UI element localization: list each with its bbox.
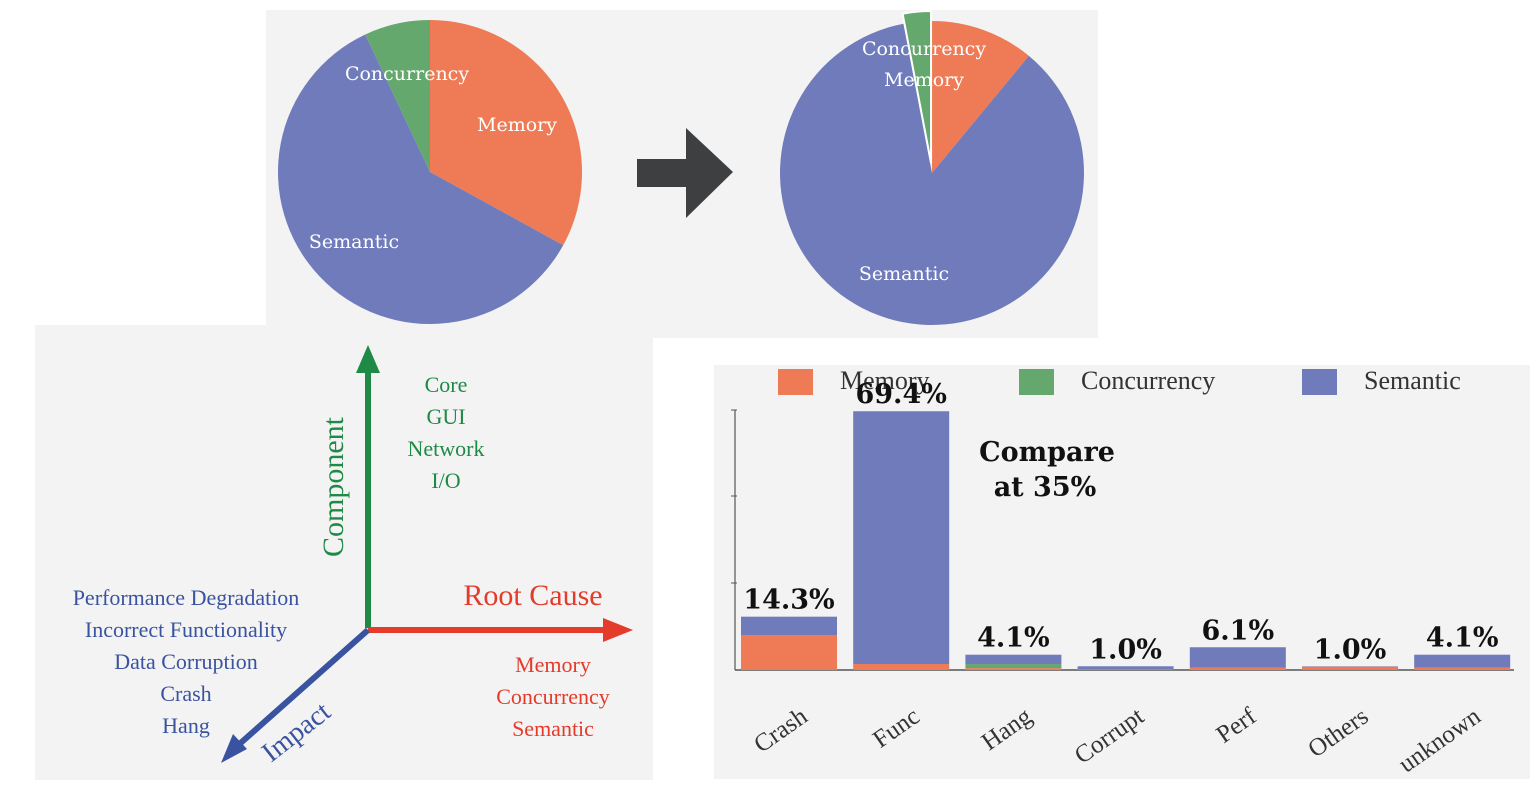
- impact-item: Performance Degradation: [73, 585, 300, 610]
- pie-chart: Memory Semantic Concurrency: [780, 10, 1084, 326]
- impact-items: Performance Degradation Incorrect Functi…: [73, 585, 300, 738]
- component-arrowhead: [356, 345, 380, 373]
- impact-axis-label: Impact: [256, 696, 337, 768]
- pies-panel: Memory Semantic Concurrency Memory Semantic C…: [266, 10, 1098, 338]
- x-tick-label: Others: [1303, 703, 1373, 763]
- component-item: I/O: [431, 468, 460, 493]
- x-tick-label: Perf: [1212, 702, 1262, 748]
- legend-label: Semantic: [1364, 366, 1461, 395]
- component-items: Core GUI Network I/O: [408, 372, 485, 493]
- bar-segment-semantic: [1189, 647, 1286, 668]
- pie-slice-memory: [430, 20, 582, 246]
- bar-chart-panel: Memory Concurrency Semantic 14.3% Crash 69.4%…: [714, 365, 1530, 779]
- dimension-axes-panel: Component Root Cause Impact Core GUI Net…: [35, 325, 653, 780]
- bar-segment-memory: [1077, 669, 1174, 670]
- x-tick-label: Crash: [749, 703, 813, 759]
- impact-item: Data Corruption: [114, 649, 258, 674]
- bar-segment-memory: [1414, 667, 1511, 670]
- bar-total-label: 4.1%: [977, 623, 1050, 654]
- bar-segment-memory: [965, 668, 1062, 670]
- pie-slice-label: Memory: [477, 114, 557, 136]
- pie-comparison: Memory Semantic Concurrency Memory Semantic C…: [277, 10, 1084, 326]
- pie-slice-semantic: [780, 23, 1084, 326]
- impact-arrowhead: [221, 734, 247, 763]
- impact-axis: [233, 627, 370, 751]
- legend-swatch-concurrency: [1019, 369, 1054, 395]
- bar-segment-concurrency: [965, 664, 1062, 669]
- pie-slice-label: Concurrency: [862, 38, 986, 60]
- pie-slice-label: Memory: [884, 69, 964, 91]
- component-item: Core: [425, 372, 468, 397]
- pie-slice-label: Semantic: [859, 263, 949, 285]
- bar-segment-memory: [741, 635, 837, 670]
- component-item: Network: [408, 436, 485, 461]
- legend-label: Concurrency: [1081, 366, 1215, 395]
- legend-label: Memory: [840, 366, 930, 395]
- x-tick-label: Corrupt: [1070, 703, 1149, 770]
- root-cause-arrowhead: [603, 618, 633, 642]
- impact-item: Incorrect Functionality: [85, 617, 287, 642]
- bar-segment-semantic: [741, 616, 837, 636]
- dimension-axes: Component Root Cause Impact Core GUI Net…: [73, 345, 633, 769]
- annotation-line: Compare: [979, 437, 1115, 468]
- pie-slice-label: Concurrency: [345, 63, 469, 85]
- bar-segment-memory: [1189, 667, 1286, 670]
- root-cause-items: Memory Concurrency Semantic: [496, 652, 610, 741]
- component-axis-label: Component: [317, 416, 350, 557]
- root-cause-item: Concurrency: [496, 684, 610, 709]
- x-tick-label: Func: [868, 703, 924, 754]
- legend-swatch-semantic: [1302, 369, 1337, 395]
- bar-segment-memory: [1302, 666, 1398, 670]
- stacked-bar-chart: Memory Concurrency Semantic 14.3% Crash 69.4%…: [731, 366, 1514, 779]
- impact-item: Crash: [160, 681, 211, 706]
- pie-slice-label: Semantic: [309, 231, 399, 253]
- bar-total-label: 4.1%: [1426, 623, 1499, 654]
- bar-segment-semantic: [1077, 666, 1174, 670]
- legend-swatch-memory: [778, 369, 813, 395]
- pie-slice-concurrency: [365, 20, 430, 172]
- bar-total-label: 6.1%: [1201, 615, 1274, 646]
- bar-segment-semantic: [965, 654, 1062, 665]
- x-tick-label: unknown: [1394, 703, 1486, 779]
- pie-slice-semantic: [277, 34, 564, 325]
- annotation-line: at 35%: [994, 472, 1097, 503]
- bar-segment-memory: [853, 664, 950, 670]
- bar-segment-semantic: [853, 411, 950, 665]
- root-cause-item: Semantic: [512, 716, 594, 741]
- bar-total-label: 1.0%: [1089, 634, 1162, 665]
- right-arrow-icon: [637, 128, 733, 218]
- x-tick-label: Hang: [977, 703, 1037, 756]
- bar-total-label: 69.4%: [855, 379, 946, 410]
- bar-total-label: 14.3%: [743, 585, 834, 616]
- pie-slice-memory: [932, 21, 1029, 173]
- impact-item: Hang: [162, 713, 210, 738]
- pie-slice-concurrency: [901, 10, 933, 164]
- bar-segment-semantic: [1414, 654, 1511, 668]
- component-item: GUI: [426, 404, 465, 429]
- pie-chart: Memory Semantic Concurrency: [277, 20, 582, 325]
- bar-total-label: 1.0%: [1314, 634, 1387, 665]
- root-cause-item: Memory: [515, 652, 591, 677]
- root-cause-axis-label: Root Cause: [463, 579, 602, 612]
